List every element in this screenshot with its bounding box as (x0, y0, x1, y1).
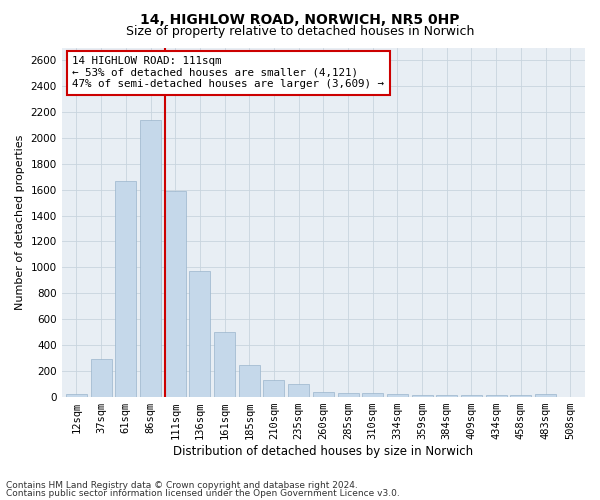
Bar (412, 394, 433, 396)
Text: Contains public sector information licensed under the Open Government Licence v3: Contains public sector information licen… (6, 490, 400, 498)
Text: 14 HIGHLOW ROAD: 111sqm
← 53% of detached houses are smaller (4,121)
47% of semi: 14 HIGHLOW ROAD: 111sqm ← 53% of detache… (72, 56, 384, 90)
Y-axis label: Number of detached properties: Number of detached properties (15, 134, 25, 310)
Bar (387, 394, 408, 396)
Text: Size of property relative to detached houses in Norwich: Size of property relative to detached ho… (126, 25, 474, 38)
Bar (214, 332, 235, 396)
Bar (362, 394, 383, 396)
Bar (115, 180, 136, 396)
Bar (140, 120, 161, 396)
Bar (91, 359, 112, 397)
Bar (165, 191, 186, 396)
Bar (190, 270, 211, 396)
Text: 14, HIGHLOW ROAD, NORWICH, NR5 0HP: 14, HIGHLOW ROAD, NORWICH, NR5 0HP (140, 12, 460, 26)
Bar (288, 384, 309, 396)
X-axis label: Distribution of detached houses by size in Norwich: Distribution of detached houses by size … (173, 444, 473, 458)
Bar (66, 394, 87, 396)
Bar (338, 394, 359, 396)
Bar (436, 394, 457, 396)
Bar (313, 392, 334, 396)
Bar (535, 394, 556, 396)
Text: Contains HM Land Registry data © Crown copyright and database right 2024.: Contains HM Land Registry data © Crown c… (6, 481, 358, 490)
Bar (263, 380, 284, 396)
Bar (239, 365, 260, 396)
